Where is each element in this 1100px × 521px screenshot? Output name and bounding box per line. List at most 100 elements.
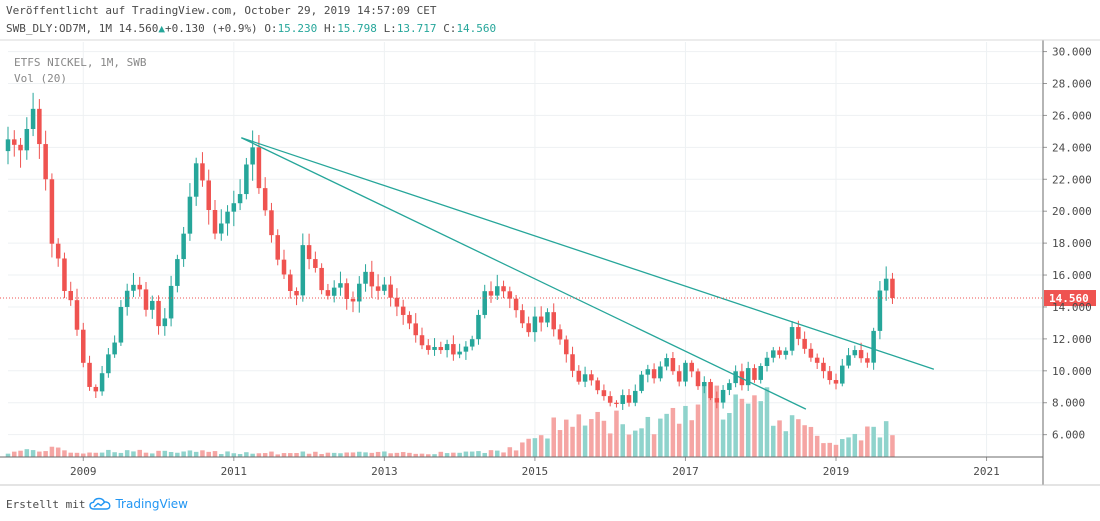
volume-bar [601, 420, 607, 457]
volume-bar [796, 419, 801, 457]
volume-bar [702, 383, 707, 457]
volume-bar [175, 452, 180, 457]
high-value: 15.798 [337, 22, 377, 35]
candle-body [300, 245, 306, 296]
volume-bar [419, 453, 425, 457]
volume-bar [206, 451, 211, 457]
volume-bar [118, 452, 124, 457]
candle-body [676, 371, 682, 382]
volume-bar [131, 451, 136, 457]
candle-body [702, 381, 707, 387]
candle-body [150, 300, 155, 310]
volume-bar [890, 435, 895, 457]
volume-bar [150, 453, 155, 457]
volume-bar [350, 452, 356, 457]
volume-bar [883, 421, 889, 457]
volume-bar [87, 452, 92, 457]
y-tick-label: 28.000 [1052, 78, 1092, 91]
volume-bar [12, 451, 17, 457]
volume-bar [865, 426, 870, 457]
volume-bar [212, 451, 218, 457]
volume-bar [74, 452, 80, 457]
volume-bar [187, 450, 193, 457]
candle-body [313, 259, 318, 268]
volume-bar [733, 394, 738, 457]
candle-body [576, 370, 582, 382]
volume-bar [689, 420, 694, 457]
candle-body [582, 374, 588, 382]
volume-bar [451, 452, 456, 457]
candle-body [620, 395, 625, 404]
volume-bar [551, 417, 556, 457]
volume-bar [633, 430, 638, 457]
volume-bar [758, 401, 763, 457]
candle-body [758, 366, 763, 380]
footer: Erstellt mit TradingView [6, 497, 188, 511]
candle-body [18, 144, 23, 151]
volume-bar [752, 395, 757, 457]
candle-body [231, 203, 237, 212]
chart-axes: 6.000 8.000 10.000 12.000 14.000 16.000 18.000… [0, 39, 1100, 486]
volume-bar [43, 451, 48, 457]
candle-body [288, 274, 293, 291]
candle-body [319, 267, 324, 291]
instrument-legend[interactable]: ETFS NICKEL, 1M, SWB [14, 56, 147, 69]
candle-body [206, 180, 211, 211]
volume-bar [300, 451, 306, 457]
candle-body [30, 108, 36, 129]
candle-body [219, 223, 224, 234]
candle-body [382, 284, 387, 291]
candle-body [651, 369, 657, 379]
volume-bar [231, 453, 237, 457]
y-tick-label: 18.000 [1052, 237, 1092, 250]
y-tick-label: 22.000 [1052, 173, 1092, 186]
candle-body [112, 342, 117, 355]
candle-body [645, 369, 651, 375]
x-tick-label: 2011 [221, 465, 248, 478]
candle-body [507, 291, 513, 299]
volume-bar [269, 451, 274, 457]
candle-body [193, 163, 199, 197]
published-info: Veröffentlicht auf TradingView.com, Octo… [6, 4, 436, 17]
volume-bar [532, 438, 538, 457]
candle-body [394, 297, 400, 307]
tradingview-brand[interactable]: TradingView [115, 497, 188, 511]
volume-bar [727, 412, 732, 457]
volume-bar [739, 398, 745, 457]
volume-bars [5, 382, 895, 457]
candle-body [890, 278, 895, 299]
volume-bar [501, 452, 506, 457]
volume-bar [256, 453, 262, 457]
candle-body [269, 210, 274, 236]
candle-body [43, 144, 48, 180]
candle-body [714, 398, 720, 403]
candle-body [375, 286, 381, 291]
y-tick-label: 14.000 [1052, 301, 1092, 314]
candle-body [55, 243, 61, 259]
candle-body [12, 139, 17, 145]
candle-body [400, 306, 406, 315]
volume-bar [814, 435, 820, 457]
candle-body [720, 389, 726, 403]
volume-bar [877, 437, 883, 457]
x-tick-label: 2021 [973, 465, 1000, 478]
x-tick-label: 2015 [522, 465, 549, 478]
volume-bar [137, 449, 142, 457]
candle-body [476, 314, 481, 340]
y-tick-label: 10.000 [1052, 365, 1092, 378]
volume-bar [620, 424, 625, 457]
candle-body [745, 368, 751, 386]
volume-bar [432, 454, 437, 457]
candle-body [658, 366, 663, 379]
volume-bar [658, 418, 663, 457]
candle-body [783, 350, 789, 355]
volume-legend[interactable]: Vol (20) [14, 72, 67, 85]
candle-body [137, 284, 142, 290]
volume-bar [639, 428, 644, 457]
volume-bar [802, 425, 807, 457]
candle-body [426, 345, 431, 350]
volume-bar [193, 451, 199, 457]
volume-bar [626, 434, 632, 457]
current-price-label-bg [1044, 290, 1096, 307]
